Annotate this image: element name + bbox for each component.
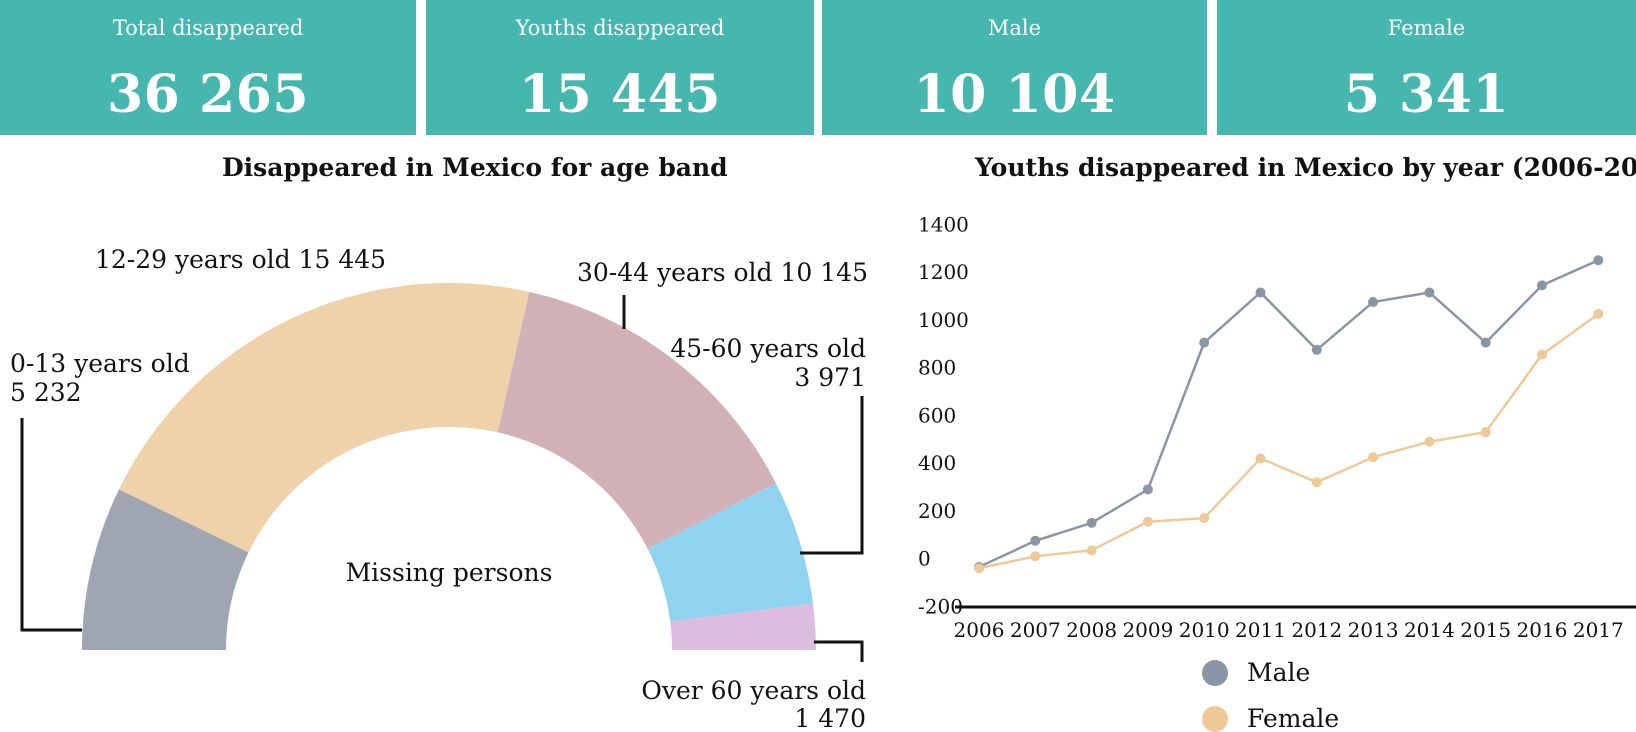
data-point-female xyxy=(1030,551,1041,562)
kpi-female: Female 5 341 xyxy=(1217,0,1636,135)
x-tick-label: 2007 xyxy=(1010,618,1061,642)
data-point-female xyxy=(1086,545,1097,556)
slice-label: 30-44 years old xyxy=(577,258,773,287)
slice-label: 12-29 years old xyxy=(95,245,291,274)
data-point-male xyxy=(1311,344,1322,355)
kpi-label: Total disappeared xyxy=(112,16,304,40)
slice-label-12-29: 12-29 years old 15 445 xyxy=(95,245,386,274)
slice-label: 45-60 years old xyxy=(670,334,866,363)
data-point-female xyxy=(1480,427,1491,438)
y-tick-label: 800 xyxy=(918,356,956,380)
donut-slice-1 xyxy=(119,283,530,553)
kpi-value: 36 265 xyxy=(106,64,309,125)
kpi-value: 10 104 xyxy=(913,64,1116,125)
kpi-label: Male xyxy=(987,16,1042,40)
data-point-female xyxy=(1142,516,1153,527)
y-tick-label: 1200 xyxy=(918,260,969,284)
y-tick-label: 400 xyxy=(918,451,956,475)
x-tick-label: 2008 xyxy=(1066,618,1117,642)
kpi-total-disappeared: Total disappeared 36 265 xyxy=(0,0,416,135)
donut-slice-2 xyxy=(497,291,776,549)
leader-line-45-60 xyxy=(800,396,864,555)
data-point-female xyxy=(974,563,984,574)
yearly-chart-title: Youths disappeared in Mexico by year (20… xyxy=(975,153,1636,182)
slice-value: 15 445 xyxy=(299,245,386,274)
data-point-female xyxy=(1199,513,1210,524)
slice-value: 1 470 xyxy=(794,704,866,732)
legend-swatch-female xyxy=(1202,706,1228,732)
x-tick-label: 2010 xyxy=(1179,618,1230,642)
data-point-female xyxy=(1424,436,1435,447)
data-point-male xyxy=(1537,280,1547,291)
data-point-male xyxy=(1030,535,1041,546)
x-tick-label: 2006 xyxy=(954,618,1005,642)
x-tick-label: 2013 xyxy=(1348,618,1399,642)
donut-slice-0 xyxy=(82,489,249,650)
data-point-male xyxy=(1368,297,1379,308)
kpi-value: 5 341 xyxy=(1343,64,1510,125)
legend-label-male: Male xyxy=(1247,658,1310,687)
data-point-male xyxy=(1255,287,1266,298)
data-point-female xyxy=(1311,477,1322,488)
kpi-value: 15 445 xyxy=(518,64,721,125)
data-point-male xyxy=(1199,337,1210,348)
data-point-female xyxy=(1368,452,1379,463)
x-tick-label: 2014 xyxy=(1404,618,1455,642)
slice-label: 0-13 years old xyxy=(10,349,190,378)
leader-line-0-13 xyxy=(20,418,82,632)
data-point-female xyxy=(1593,308,1604,319)
series-line-male xyxy=(978,259,1599,569)
data-point-female xyxy=(1255,453,1266,464)
x-tick-label: 2015 xyxy=(1460,618,1511,642)
data-point-male xyxy=(1424,287,1435,298)
data-point-female xyxy=(1537,349,1547,360)
data-point-male xyxy=(1086,517,1097,528)
leader-line-over-60 xyxy=(814,640,864,662)
y-tick-label: 600 xyxy=(918,403,956,427)
x-tick-label: 2012 xyxy=(1291,618,1342,642)
donut-slice-3 xyxy=(647,483,814,622)
data-point-male xyxy=(1480,337,1491,348)
kpi-label: Female xyxy=(1387,16,1466,40)
donut-center-label: Missing persons xyxy=(346,558,553,587)
series-line-female xyxy=(978,312,1600,570)
y-tick-label: 0 xyxy=(918,547,931,571)
legend-swatch-male xyxy=(1202,660,1228,686)
x-tick-label: 2017 xyxy=(1573,618,1624,642)
slice-label: Over 60 years old xyxy=(641,676,866,705)
donut-slice-4 xyxy=(670,603,816,650)
slice-value: 10 145 xyxy=(781,258,868,287)
data-point-male xyxy=(1142,484,1153,495)
y-tick-label: 1400 xyxy=(918,212,969,236)
kpi-male: Male 10 104 xyxy=(822,0,1207,135)
kpi-youths-disappeared: Youths disappeared 15 445 xyxy=(426,0,814,135)
slice-value: 3 971 xyxy=(794,363,866,392)
data-point-male xyxy=(1593,255,1604,266)
slice-value: 5 232 xyxy=(10,378,82,407)
y-tick-label: 1000 xyxy=(918,308,969,332)
slice-label-30-44: 30-44 years old 10 145 xyxy=(577,258,868,287)
x-tick-label: 2009 xyxy=(1122,618,1173,642)
x-tick-label: 2011 xyxy=(1235,618,1286,642)
y-tick-label: 200 xyxy=(918,499,956,523)
x-tick-label: 2016 xyxy=(1517,618,1568,642)
kpi-label: Youths disappeared xyxy=(515,16,725,40)
age-band-chart-title: Disappeared in Mexico for age band xyxy=(222,153,728,182)
legend-label-female: Female xyxy=(1247,704,1339,732)
